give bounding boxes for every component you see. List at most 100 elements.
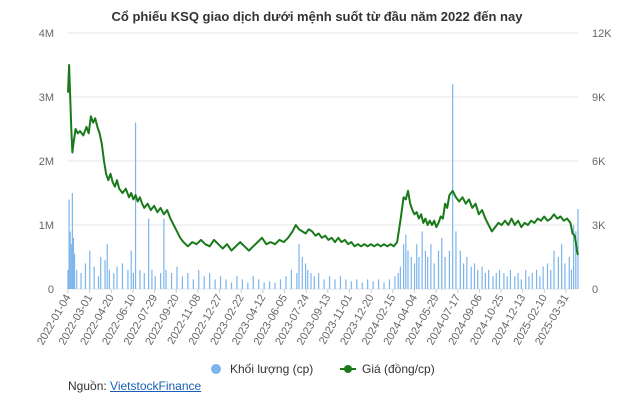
volume-bar xyxy=(279,279,282,289)
volume-bar xyxy=(334,279,336,289)
volume-bar xyxy=(546,263,549,289)
left-tick-label: 4M xyxy=(39,28,54,40)
volume-bar xyxy=(154,276,156,289)
volume-bar xyxy=(214,279,216,289)
volume-bar xyxy=(403,244,405,289)
volume-bar xyxy=(304,263,307,289)
volume-bar xyxy=(71,193,73,289)
volume-bar xyxy=(209,273,211,289)
legend-item-price[interactable]: Giá (đồng/cp) xyxy=(340,362,435,376)
legend-price-label: Giá (đồng/cp) xyxy=(362,362,435,376)
volume-bar xyxy=(339,276,342,289)
volume-bar xyxy=(407,250,409,289)
volume-bar xyxy=(72,237,75,289)
volume-bar xyxy=(350,281,352,289)
volume-bar xyxy=(68,199,70,289)
right-axis-ticks: 0 3K 6K 9K 12K xyxy=(592,28,612,296)
volume-bar xyxy=(203,276,205,289)
source-prefix: Nguồn: xyxy=(68,379,111,393)
chart-title: Cổ phiếu KSQ giao dịch dưới mệnh suốt từ… xyxy=(112,9,524,24)
volume-bar xyxy=(452,84,454,289)
volume-bar xyxy=(181,276,184,289)
volume-bar xyxy=(525,269,527,289)
volume-bar xyxy=(318,273,320,289)
volume-bar xyxy=(535,269,538,289)
volume-bar xyxy=(274,282,276,289)
volume-bar xyxy=(361,282,363,289)
volume-bar xyxy=(405,234,407,289)
volume-bar xyxy=(323,279,325,289)
volume-bar xyxy=(484,273,486,289)
volume-bar xyxy=(441,237,443,289)
volume-bar xyxy=(247,282,249,289)
volume-bar xyxy=(70,244,72,289)
volume-bar xyxy=(399,266,401,289)
volume-bar xyxy=(473,263,476,289)
volume-bar xyxy=(528,276,530,289)
volume-bar xyxy=(455,231,457,289)
volume-bar xyxy=(514,276,516,289)
volume-bar xyxy=(139,269,141,289)
volume-bar xyxy=(517,273,519,289)
volume-bar xyxy=(219,276,222,289)
volume-bar xyxy=(459,250,461,289)
volume-bar xyxy=(301,257,303,289)
source-note: Nguồn: VietstockFinance xyxy=(68,379,201,393)
volume-bar xyxy=(503,273,505,289)
left-tick-label: 0 xyxy=(48,284,54,296)
volume-bar xyxy=(506,276,508,289)
volume-bar xyxy=(394,276,396,289)
volume-bar xyxy=(106,244,108,289)
volume-bar xyxy=(421,231,423,289)
volume-bar xyxy=(477,269,479,289)
volume-bar xyxy=(444,257,446,289)
volume-bar xyxy=(113,273,115,289)
volume-bar xyxy=(433,263,435,289)
volume-bar xyxy=(310,273,312,289)
volume-bar xyxy=(100,257,102,289)
volume-bar xyxy=(132,273,134,289)
volume-bar xyxy=(307,269,309,289)
volume-bar xyxy=(328,276,331,289)
left-axis-ticks: 0 1M 2M 3M 4M xyxy=(39,28,54,296)
volume-bar xyxy=(130,250,132,289)
volume-bar xyxy=(430,244,432,289)
volume-bar xyxy=(160,273,162,289)
volume-bar xyxy=(252,276,254,289)
volume-bar xyxy=(372,281,374,289)
volume-bar xyxy=(76,269,78,289)
volume-bar xyxy=(67,269,69,289)
volume-bar xyxy=(163,218,165,289)
volume-bar xyxy=(104,260,106,289)
legend-volume-label: Khối lượng (cp) xyxy=(230,362,313,376)
volume-bar xyxy=(73,253,76,289)
volume-bar xyxy=(258,279,260,289)
volume-bar xyxy=(236,276,238,289)
volume-bar xyxy=(577,209,579,289)
source-link[interactable]: VietstockFinance xyxy=(110,379,202,393)
volume-bar xyxy=(84,263,87,289)
right-tick-label: 12K xyxy=(592,28,612,40)
volume-bar xyxy=(143,273,145,289)
volume-bar xyxy=(187,273,189,289)
volume-bar xyxy=(176,266,178,289)
volume-bar xyxy=(488,269,490,289)
volume-bar xyxy=(97,276,100,289)
volume-bar xyxy=(134,122,137,289)
volume-bar xyxy=(575,231,577,289)
right-tick-label: 9K xyxy=(592,92,606,104)
price-line xyxy=(67,64,579,256)
x-axis-ticks: 2022-01-042022-03-012022-04-202022-06-10… xyxy=(35,289,572,347)
volume-bar xyxy=(539,276,541,289)
volume-bar xyxy=(345,279,347,289)
volume-bar xyxy=(492,276,494,289)
volume-bar xyxy=(470,266,472,289)
legend-item-volume[interactable]: Khối lượng (cp) xyxy=(211,362,313,376)
volume-bar xyxy=(198,269,200,289)
volume-bar xyxy=(89,250,91,289)
grid xyxy=(68,32,578,290)
volume-bar xyxy=(263,282,265,289)
volume-bar xyxy=(466,257,468,289)
volume-bar xyxy=(80,273,82,289)
volume-bar xyxy=(121,263,124,289)
